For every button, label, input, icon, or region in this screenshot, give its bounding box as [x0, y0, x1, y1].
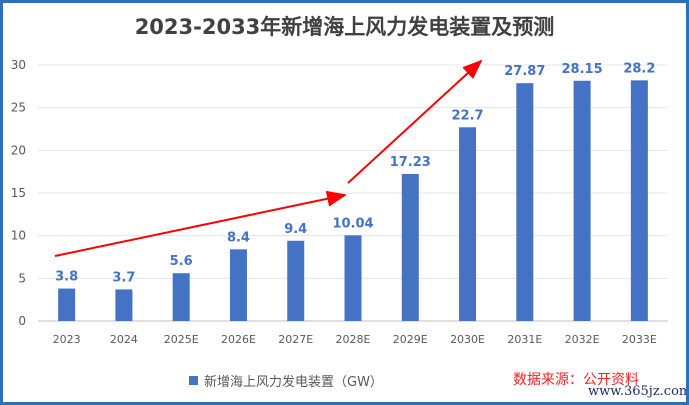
- data-label: 9.4: [284, 222, 307, 237]
- legend-swatch: [189, 376, 198, 385]
- y-tick-label: 20: [11, 143, 26, 157]
- x-tick-label: 2025E: [164, 333, 199, 346]
- x-tick-label: 2030E: [450, 333, 485, 346]
- x-tick-label: 2032E: [565, 333, 600, 346]
- x-tick-label: 2029E: [393, 333, 428, 346]
- data-label: 3.8: [55, 270, 78, 285]
- y-tick-label: 10: [11, 229, 26, 243]
- x-tick-label: 2027E: [278, 333, 313, 346]
- legend: 新增海上风力发电装置（GW）: [189, 371, 383, 390]
- source-note: 数据来源：公开资料: [513, 372, 639, 388]
- trend-arrow: [347, 59, 483, 184]
- x-tick-label: 2028E: [336, 333, 371, 346]
- bar: [516, 83, 534, 322]
- bar: [287, 240, 305, 321]
- bar-chart: 0 5 10 15 20 25 30 3.8 2023 3.7 2024 5.6 2025E 8.4 202…: [11, 58, 668, 346]
- x-tick-label: 2033E: [622, 333, 657, 346]
- y-tick-label: 30: [11, 58, 26, 72]
- y-tick-label: 25: [11, 101, 26, 115]
- bar: [459, 127, 477, 321]
- x-tick-label: 2026E: [221, 333, 256, 346]
- x-tick-label: 2024: [110, 333, 138, 346]
- legend-label: 新增海上风力发电装置（GW）: [204, 375, 383, 390]
- bar: [344, 235, 362, 321]
- y-tick-label: 0: [18, 314, 26, 328]
- y-tick-label: 5: [18, 271, 26, 285]
- bar: [630, 80, 648, 321]
- data-label: 27.87: [504, 64, 545, 79]
- data-label: 28.15: [562, 62, 603, 77]
- bar: [229, 249, 247, 321]
- bar: [172, 273, 190, 321]
- bar: [573, 80, 591, 321]
- watermark: www.365jz.com: [588, 384, 689, 399]
- data-label: 28.2: [623, 61, 655, 76]
- data-label: 5.6: [170, 254, 193, 269]
- data-label: 10.04: [332, 216, 373, 231]
- chart-title: 2023-2033年新增海上风力发电装置及预测: [134, 15, 555, 39]
- bar: [115, 289, 133, 321]
- data-label: 3.7: [112, 270, 135, 285]
- trend-arrow: [54, 190, 347, 257]
- y-tick-label: 15: [11, 186, 26, 200]
- bar: [58, 288, 76, 321]
- data-label: 8.4: [227, 230, 250, 245]
- data-label: 22.7: [452, 108, 484, 123]
- x-tick-label: 2023: [53, 333, 81, 346]
- x-tick-label: 2031E: [507, 333, 542, 346]
- bar: [401, 173, 419, 321]
- data-label: 17.23: [390, 155, 431, 170]
